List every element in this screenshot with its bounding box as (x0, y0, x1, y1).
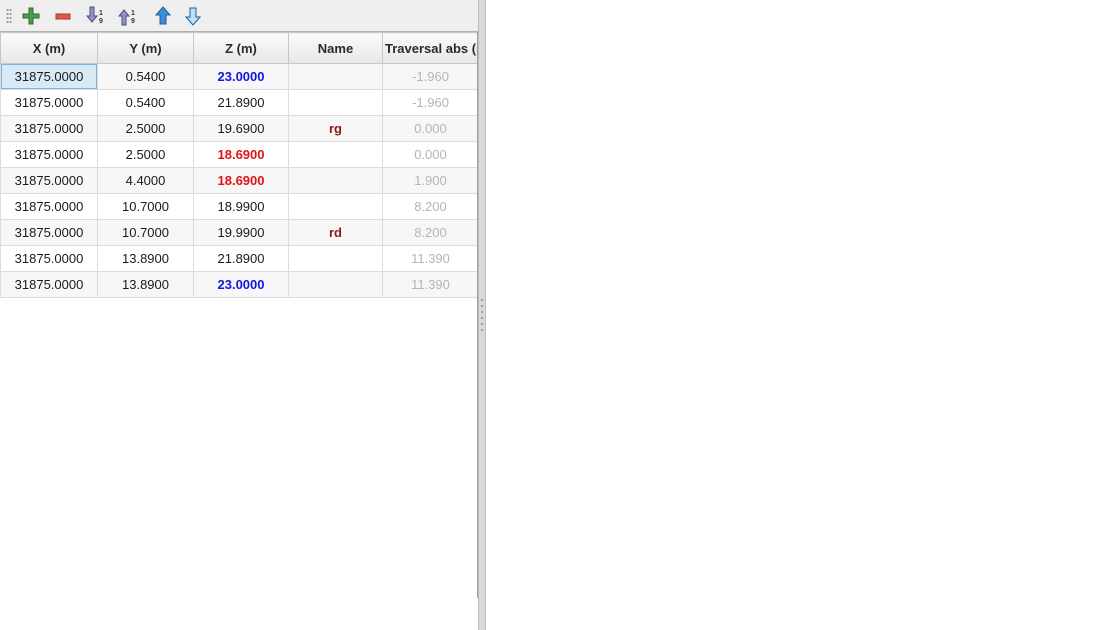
svg-text:1: 1 (131, 10, 135, 17)
svg-text:1: 1 (99, 10, 103, 17)
svg-text:9: 9 (131, 18, 135, 25)
svg-text:9: 9 (99, 18, 103, 25)
